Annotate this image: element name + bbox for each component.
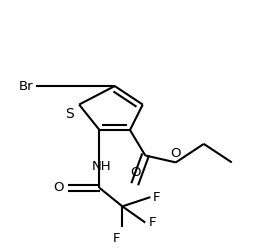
Text: O: O xyxy=(130,166,140,179)
Text: F: F xyxy=(112,232,120,245)
Text: Br: Br xyxy=(19,80,33,93)
Text: O: O xyxy=(53,181,64,194)
Text: NH: NH xyxy=(92,160,112,173)
Text: O: O xyxy=(171,147,181,160)
Text: F: F xyxy=(153,191,160,204)
Text: S: S xyxy=(65,107,74,121)
Text: F: F xyxy=(149,216,157,229)
